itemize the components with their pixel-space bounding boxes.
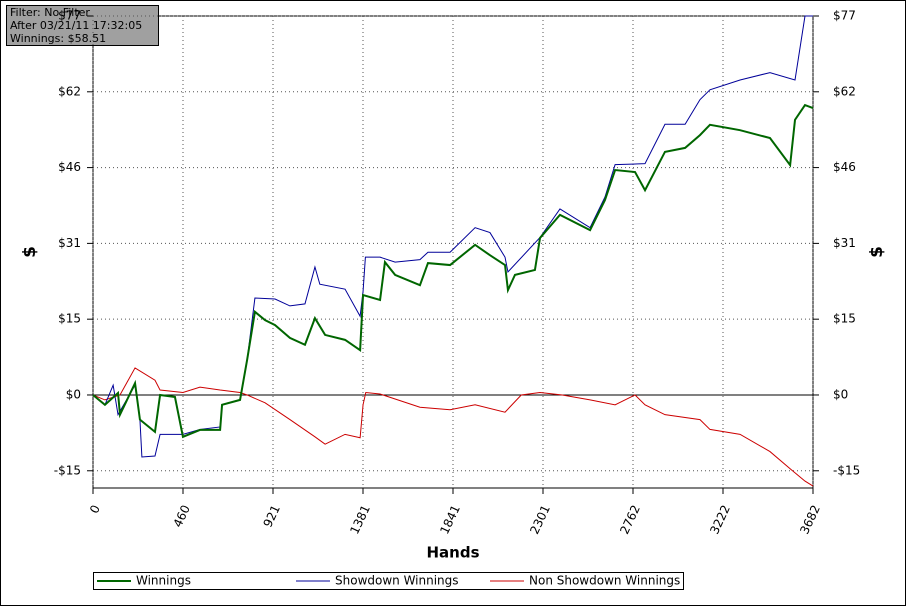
- y2-tick-label: $31: [833, 236, 856, 250]
- y2-tick-label: $0: [833, 387, 848, 401]
- legend: [93, 572, 684, 590]
- x-axis-title: Hands: [426, 544, 479, 562]
- y2-tick-label: $62: [833, 84, 856, 98]
- legend-label: Non Showdown Winnings: [529, 574, 680, 588]
- y-tick-label: -$15: [54, 463, 81, 477]
- y2-axis-title: $: [867, 246, 887, 258]
- annotation: After 03/21/11 17:32:05: [10, 19, 142, 32]
- y-tick-label: $77: [58, 9, 81, 23]
- y-tick-label: $46: [58, 160, 81, 174]
- y2-tick-label: -$15: [833, 463, 860, 477]
- y2-tick-label: $46: [833, 160, 856, 174]
- y2-tick-label: $15: [833, 312, 856, 326]
- y-axis-title: $: [20, 246, 40, 258]
- series-line: [92, 15, 813, 458]
- y-tick-label: $15: [58, 312, 81, 326]
- y-tick-label: $0: [66, 387, 81, 401]
- y-tick-label: $62: [58, 84, 81, 98]
- annotation: Winnings: $58.51: [10, 32, 106, 45]
- legend-label: Showdown Winnings: [335, 574, 459, 588]
- y2-tick-label: $77: [833, 9, 856, 23]
- legend-label: Winnings: [136, 574, 191, 588]
- info-box: [6, 5, 159, 46]
- annotation: Filter: No Filter: [10, 6, 90, 19]
- series-line: [92, 367, 814, 487]
- series-line: [92, 103, 814, 439]
- y-tick-label: $31: [58, 236, 81, 250]
